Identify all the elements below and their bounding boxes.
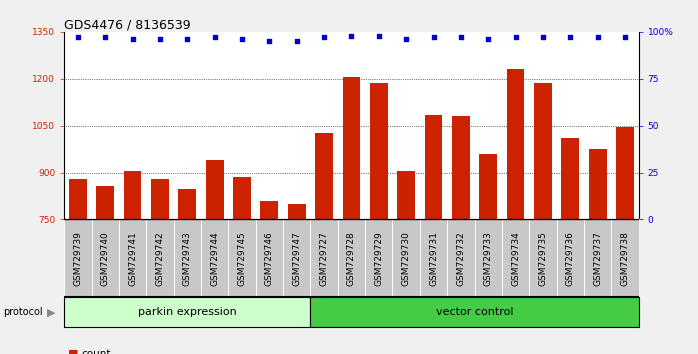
Text: GSM729729: GSM729729 <box>374 231 383 286</box>
Text: ■: ■ <box>68 349 78 354</box>
FancyBboxPatch shape <box>419 219 447 297</box>
Point <box>73 35 84 40</box>
Point <box>455 35 466 40</box>
Point <box>346 33 357 39</box>
Bar <box>343 77 360 219</box>
Bar <box>370 84 387 219</box>
Point <box>291 38 302 44</box>
Bar <box>124 171 142 219</box>
Text: GDS4476 / 8136539: GDS4476 / 8136539 <box>64 19 191 32</box>
Text: GSM729737: GSM729737 <box>593 231 602 286</box>
Point <box>373 33 385 39</box>
FancyBboxPatch shape <box>64 297 311 327</box>
Point <box>237 36 248 42</box>
Point <box>181 36 193 42</box>
Bar <box>69 179 87 219</box>
Point <box>100 35 111 40</box>
FancyBboxPatch shape <box>475 219 502 297</box>
FancyBboxPatch shape <box>228 219 255 297</box>
FancyBboxPatch shape <box>119 219 147 297</box>
Bar <box>561 138 579 219</box>
FancyBboxPatch shape <box>255 219 283 297</box>
Text: GSM729734: GSM729734 <box>511 231 520 286</box>
FancyBboxPatch shape <box>611 219 639 297</box>
Bar <box>233 177 251 219</box>
FancyBboxPatch shape <box>502 219 529 297</box>
Text: vector control: vector control <box>436 307 513 318</box>
Text: parkin expression: parkin expression <box>138 307 237 318</box>
FancyBboxPatch shape <box>338 219 365 297</box>
FancyBboxPatch shape <box>147 219 174 297</box>
Text: GSM729730: GSM729730 <box>401 231 410 286</box>
Bar <box>534 84 552 219</box>
FancyBboxPatch shape <box>201 219 228 297</box>
FancyBboxPatch shape <box>311 219 338 297</box>
Bar <box>260 201 279 219</box>
Point <box>264 38 275 44</box>
Bar <box>452 116 470 219</box>
Point <box>127 36 138 42</box>
Bar <box>206 160 223 219</box>
Text: GSM729744: GSM729744 <box>210 231 219 286</box>
Text: GSM729735: GSM729735 <box>538 231 547 286</box>
Text: GSM729743: GSM729743 <box>183 231 192 286</box>
Text: GSM729745: GSM729745 <box>237 231 246 286</box>
Bar <box>507 69 524 219</box>
FancyBboxPatch shape <box>365 219 392 297</box>
FancyBboxPatch shape <box>64 219 91 297</box>
Bar <box>397 171 415 219</box>
Text: protocol: protocol <box>3 307 43 318</box>
Point <box>401 36 412 42</box>
Point <box>482 36 493 42</box>
FancyBboxPatch shape <box>283 219 311 297</box>
Point <box>510 35 521 40</box>
Bar <box>179 189 196 219</box>
Bar <box>288 204 306 219</box>
Point <box>428 35 439 40</box>
Text: GSM729736: GSM729736 <box>566 231 574 286</box>
FancyBboxPatch shape <box>529 219 556 297</box>
Bar <box>480 154 497 219</box>
Bar <box>96 186 114 219</box>
FancyBboxPatch shape <box>174 219 201 297</box>
Text: GSM729738: GSM729738 <box>621 231 630 286</box>
FancyBboxPatch shape <box>584 219 611 297</box>
Text: GSM729739: GSM729739 <box>73 231 82 286</box>
Text: GSM729746: GSM729746 <box>265 231 274 286</box>
Text: GSM729742: GSM729742 <box>156 231 165 286</box>
FancyBboxPatch shape <box>392 219 419 297</box>
Text: GSM729733: GSM729733 <box>484 231 493 286</box>
FancyBboxPatch shape <box>556 219 584 297</box>
Text: GSM729727: GSM729727 <box>320 231 329 286</box>
Text: GSM729728: GSM729728 <box>347 231 356 286</box>
FancyBboxPatch shape <box>447 219 475 297</box>
Point <box>565 35 576 40</box>
Point <box>592 35 603 40</box>
Text: GSM729732: GSM729732 <box>456 231 466 286</box>
Point <box>154 36 165 42</box>
Bar <box>588 149 607 219</box>
Bar <box>151 179 169 219</box>
Bar <box>315 133 333 219</box>
Point <box>318 35 329 40</box>
Text: GSM729741: GSM729741 <box>128 231 137 286</box>
Text: count: count <box>82 349 111 354</box>
Point <box>537 35 549 40</box>
Text: ▶: ▶ <box>47 307 56 318</box>
Text: GSM729747: GSM729747 <box>292 231 302 286</box>
Text: GSM729740: GSM729740 <box>101 231 110 286</box>
Bar <box>616 127 634 219</box>
Text: GSM729731: GSM729731 <box>429 231 438 286</box>
FancyBboxPatch shape <box>311 297 639 327</box>
Point <box>209 35 221 40</box>
Bar <box>424 115 443 219</box>
Point <box>619 35 630 40</box>
FancyBboxPatch shape <box>91 219 119 297</box>
